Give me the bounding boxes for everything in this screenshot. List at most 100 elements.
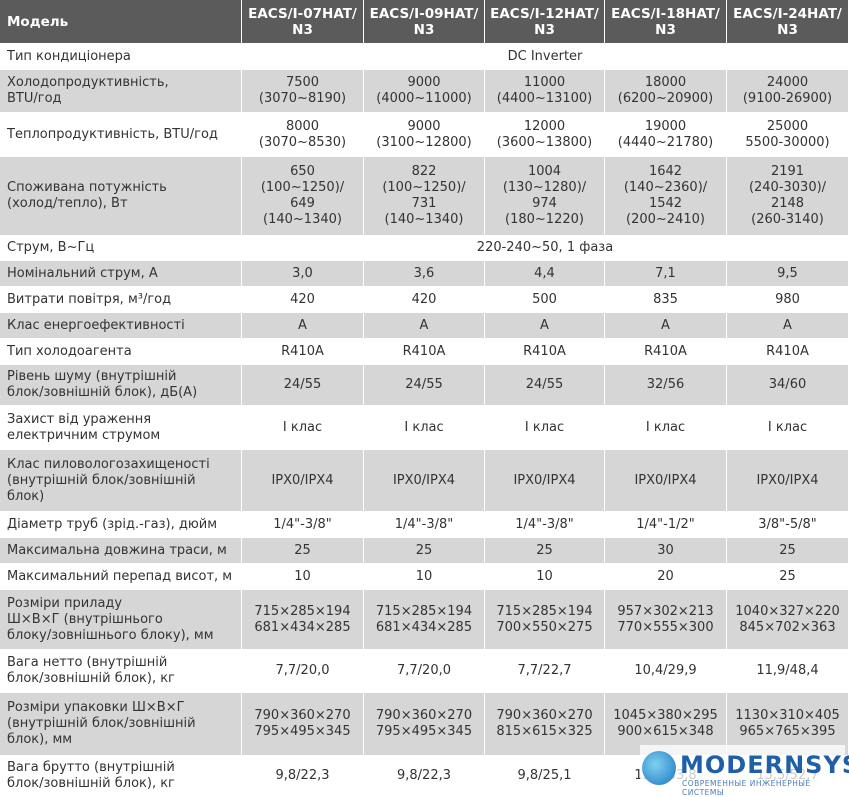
value-cell: 20	[605, 564, 727, 590]
value-cell: I клас	[364, 406, 485, 450]
value-cell: 19000 (4440~21780)	[605, 113, 727, 157]
row-label: Максимальна довжина траси, м	[0, 538, 242, 564]
value-cell: 25	[242, 538, 364, 564]
value-cell: 1040×327×220 845×702×363	[727, 590, 849, 650]
value-cell: 34/60	[727, 365, 849, 406]
row-label: Тип холодоагента	[0, 339, 242, 365]
value-cell: 790×360×270 795×495×345	[242, 693, 364, 756]
row-label: Максимальний перепад висот, м	[0, 564, 242, 590]
value-cell: 1/4"-3/8"	[485, 512, 605, 538]
value-cell: 822 (100~1250)/ 731 (140~1340)	[364, 157, 485, 236]
row-label: Рівень шуму (внутрішній блок/зовнішній б…	[0, 365, 242, 406]
value-cell: 11,9/48,4	[727, 650, 849, 693]
value-cell: 10	[242, 564, 364, 590]
value-cell: 24000 (9100-26900)	[727, 70, 849, 113]
value-cell: 715×285×194 681×434×285	[242, 590, 364, 650]
row-label: Холодопродуктивність, BTU/год	[0, 70, 242, 113]
value-cell: 3,0	[242, 261, 364, 287]
value-cell: 18000 (6200~20900)	[605, 70, 727, 113]
row-label: Розміри упаковки Ш×В×Г (внутрішній блок/…	[0, 693, 242, 756]
value-cell: A	[485, 313, 605, 339]
value-cell: IPX0/IPX4	[242, 450, 364, 512]
value-cell: 790×360×270 795×495×345	[364, 693, 485, 756]
value-cell: 3/8"-5/8"	[727, 512, 849, 538]
value-cell: R410A	[485, 339, 605, 365]
value-cell: 7,7/20,0	[364, 650, 485, 693]
row-label: Вага брутто (внутрішній блок/зовнішній б…	[0, 756, 242, 797]
value-cell: IPX0/IPX4	[605, 450, 727, 512]
row-label: Струм, В~Гц	[0, 236, 242, 261]
logo: MODERNSYS СОВРЕМЕННЫЕ ИНЖЕНЕРНЫЕ СИСТЕМЫ	[640, 745, 849, 797]
value-cell: 7,7/22,7	[485, 650, 605, 693]
value-cell: 420	[364, 287, 485, 313]
value-cell: 3,6	[364, 261, 485, 287]
value-cell: 835	[605, 287, 727, 313]
model-header: EACS/I-12HAT/ N3	[485, 0, 605, 44]
row-label: Діаметр труб (зрід.-газ), дюйм	[0, 512, 242, 538]
value-cell: I клас	[485, 406, 605, 450]
value-cell: 9000 (4000~11000)	[364, 70, 485, 113]
value-cell: A	[605, 313, 727, 339]
model-header: EACS/I-24HAT/ N3	[727, 0, 849, 44]
row-label: Тип кондиціонера	[0, 44, 242, 70]
value-cell: 715×285×194 700×550×275	[485, 590, 605, 650]
merged-value: DC Inverter	[242, 44, 849, 70]
value-cell: I клас	[605, 406, 727, 450]
row-label: Клас енергоефективності	[0, 313, 242, 339]
value-cell: R410A	[242, 339, 364, 365]
row-label: Номінальний струм, А	[0, 261, 242, 287]
value-cell: 30	[605, 538, 727, 564]
value-cell: 25	[485, 538, 605, 564]
row-label: Розміри приладу Ш×В×Г (внутрішнього блок…	[0, 590, 242, 650]
value-cell: 980	[727, 287, 849, 313]
value-cell: 10	[485, 564, 605, 590]
value-cell: 11000 (4400~13100)	[485, 70, 605, 113]
row-label: Вага нетто (внутрішній блок/зовнішній бл…	[0, 650, 242, 693]
value-cell: 420	[242, 287, 364, 313]
value-cell: 25	[364, 538, 485, 564]
value-cell: IPX0/IPX4	[364, 450, 485, 512]
model-header: EACS/I-07HAT/ N3	[242, 0, 364, 44]
row-label: Захист від ураження електричним струмом	[0, 406, 242, 450]
value-cell: A	[727, 313, 849, 339]
value-cell: 715×285×194 681×434×285	[364, 590, 485, 650]
row-label: Клас пиловологозахищеності (внутрішній б…	[0, 450, 242, 512]
row-label: Витрати повітря, м³/год	[0, 287, 242, 313]
value-cell: 650 (100~1250)/ 649 (140~1340)	[242, 157, 364, 236]
merged-value: 220-240~50, 1 фаза	[242, 236, 849, 261]
row-label: Споживана потужність (холод/тепло), Вт	[0, 157, 242, 236]
value-cell: 1/4"-3/8"	[364, 512, 485, 538]
value-cell: 1/4"-1/2"	[605, 512, 727, 538]
value-cell: 7,1	[605, 261, 727, 287]
value-cell: 2191 (240-3030)/ 2148 (260-3140)	[727, 157, 849, 236]
value-cell: R410A	[727, 339, 849, 365]
row-label: Теплопродуктивність, BTU/год	[0, 113, 242, 157]
value-cell: 10,4/29,9	[605, 650, 727, 693]
value-cell: R410A	[364, 339, 485, 365]
value-cell: 7,7/20,0	[242, 650, 364, 693]
value-cell: A	[364, 313, 485, 339]
header-label: Модель	[0, 0, 242, 44]
value-cell: 7500 (3070~8190)	[242, 70, 364, 113]
value-cell: 500	[485, 287, 605, 313]
value-cell: 25000 5500-30000)	[727, 113, 849, 157]
value-cell: 790×360×270 815×615×325	[485, 693, 605, 756]
logo-name: MODERNSYS	[680, 751, 849, 779]
logo-tagline: СОВРЕМЕННЫЕ ИНЖЕНЕРНЫЕ СИСТЕМЫ	[682, 779, 811, 797]
value-cell: 4,4	[485, 261, 605, 287]
value-cell: 8000 (3070~8530)	[242, 113, 364, 157]
value-cell: 25	[727, 538, 849, 564]
value-cell: IPX0/IPX4	[485, 450, 605, 512]
logo-mark	[642, 751, 676, 785]
value-cell: 9,5	[727, 261, 849, 287]
value-cell: 24/55	[364, 365, 485, 406]
value-cell: 32/56	[605, 365, 727, 406]
value-cell: 10	[364, 564, 485, 590]
value-cell: 9000 (3100~12800)	[364, 113, 485, 157]
model-header: EACS/I-09HAT/ N3	[364, 0, 485, 44]
model-header: EACS/I-18HAT/ N3	[605, 0, 727, 44]
value-cell: R410A	[605, 339, 727, 365]
value-cell: 24/55	[485, 365, 605, 406]
value-cell: 9,8/25,1	[485, 756, 605, 797]
